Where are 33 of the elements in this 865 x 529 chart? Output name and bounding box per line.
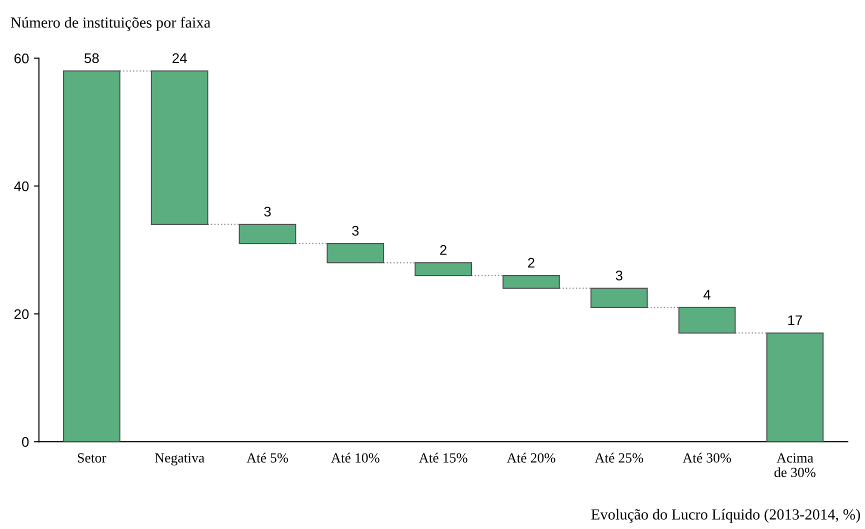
y-tick-label: 20 — [14, 309, 29, 320]
bar — [238, 224, 296, 244]
x-tick-label: Acima de 30% — [774, 453, 816, 478]
data-label: 3 — [616, 270, 622, 280]
bar — [326, 243, 384, 264]
y-tick-label: 40 — [14, 181, 29, 192]
y-tick-label: 0 — [22, 437, 29, 447]
y-axis-title: Número de instituições por faixa — [10, 16, 210, 31]
data-label: 17 — [788, 316, 802, 326]
x-tick-label: Até 20% — [506, 452, 556, 463]
bar — [678, 306, 736, 334]
data-label: 58 — [84, 53, 99, 64]
x-axis-title: Evolução do Lucro Líquido (2013-2014, %) — [591, 508, 860, 523]
bar — [150, 70, 208, 225]
x-tick-label: Até 25% — [594, 452, 644, 463]
data-label: 2 — [528, 258, 534, 268]
x-tick-label: Negativa — [154, 453, 204, 466]
bar — [414, 262, 472, 276]
y-tick-label: 60 — [14, 54, 29, 64]
x-tick-label: Até 5% — [246, 452, 288, 463]
data-label: 24 — [172, 53, 187, 63]
bar — [502, 274, 560, 289]
x-tick-label: Até 30% — [682, 452, 732, 463]
x-tick-label: Até 10% — [331, 452, 380, 463]
bar — [62, 70, 120, 442]
x-tick-label: Setor — [78, 453, 106, 463]
data-label: 2 — [440, 245, 446, 255]
data-label: 3 — [264, 206, 271, 217]
x-tick-label: Até 15% — [418, 452, 468, 463]
data-label: 4 — [704, 290, 710, 300]
data-label: 3 — [352, 226, 359, 236]
bar — [590, 288, 648, 308]
bar — [766, 332, 824, 442]
